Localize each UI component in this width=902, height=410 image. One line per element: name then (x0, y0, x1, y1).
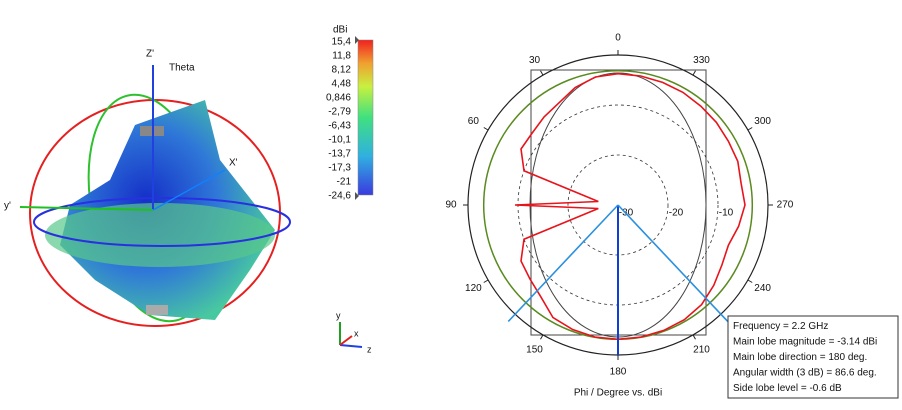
angle-tick (483, 127, 489, 131)
angle-tick-label: 30 (529, 55, 541, 66)
colorbar-label: 8,12 (332, 65, 352, 76)
info-unit: dBi (863, 336, 877, 347)
info-value: 86.6 (835, 367, 855, 378)
colorbar-label: -24,6 (328, 191, 351, 202)
info-value: -0.6 (809, 383, 827, 394)
info-line: Main lobe magnitude = -3.14 dBi (733, 336, 877, 347)
info-value: 180 (828, 352, 845, 363)
colorbar-label: -2,79 (328, 107, 351, 118)
angle-tick (692, 70, 696, 76)
angle-tick-label: 270 (777, 200, 794, 211)
colorbar-label: 0,846 (326, 93, 351, 104)
colorbar-label: -10,1 (328, 135, 351, 146)
info-line: Frequency = 2.2 GHz (733, 321, 828, 332)
angle-tick (483, 279, 489, 283)
info-unit: deg. (848, 352, 867, 363)
triad-label: y (336, 310, 341, 320)
colorbar-label: 4,48 (332, 79, 352, 90)
angle-tick-label: 60 (468, 116, 480, 127)
info-line: Main lobe direction = 180 deg. (733, 352, 867, 363)
angle-tick-label: 120 (465, 283, 482, 294)
beam-edge (617, 204, 729, 322)
info-label: Main lobe direction = (733, 352, 826, 363)
angle-tick-label: 150 (526, 344, 543, 355)
info-unit: dB (829, 383, 842, 394)
axis-triad: y x z (336, 310, 372, 354)
info-label: Angular width (3 dB) = (733, 367, 832, 378)
angle-tick-label: 0 (615, 33, 621, 44)
info-unit: deg. (857, 367, 876, 378)
colorbar: dBi 15,4 11,8 8,12 4,48 0,846 -2,79 -6,43 -10,1… (326, 25, 374, 202)
info-value: -3.14 (837, 336, 860, 347)
polar-chart: -30-20-100306090120150180210240270300330… (445, 33, 793, 399)
info-line: Side lobe level = -0.6 dB (733, 383, 842, 394)
colorbar-label: 11,8 (332, 51, 351, 62)
beam-edge (507, 204, 619, 322)
colorbar-label: -17,3 (328, 163, 351, 174)
colorbar-label: -6,43 (328, 121, 351, 132)
angle-tick-label: 90 (445, 200, 457, 211)
info-label: Side lobe level = (733, 383, 807, 394)
info-label: Main lobe magnitude = (733, 336, 835, 347)
r-tick-label: -10 (719, 208, 734, 219)
angle-tick-label: 300 (754, 116, 771, 127)
axis-label: Z' (146, 49, 154, 60)
angle-tick (747, 279, 753, 283)
axis-label: Theta (169, 63, 195, 74)
axis-label: X' (229, 158, 238, 169)
triad-label: z (367, 344, 372, 354)
angle-tick (747, 127, 753, 131)
colorbar-marker (355, 36, 359, 44)
info-label: Frequency = (733, 321, 789, 332)
angle-tick-label: 330 (693, 55, 710, 66)
info-value: 2.2 (792, 321, 806, 332)
colorbar-label: 15,4 (332, 37, 352, 48)
pattern-curve (514, 72, 746, 341)
colorbar-unit: dBi (333, 25, 347, 36)
axis-label: y' (4, 201, 11, 212)
info-line: Angular width (3 dB) = 86.6 deg. (733, 367, 877, 378)
angle-tick-label: 240 (754, 283, 771, 294)
colorbar-label: -21 (337, 177, 352, 188)
x-axis-label: Phi / Degree vs. dBi (574, 388, 662, 399)
angle-tick-label: 210 (693, 344, 710, 355)
angle-tick-label: 180 (610, 367, 627, 378)
triad-label: x (354, 328, 359, 338)
pattern-3d: Z' Theta X' y' (4, 49, 291, 327)
angle-tick (540, 70, 544, 76)
angle-tick (540, 334, 544, 340)
r-tick-label: -20 (669, 208, 684, 219)
colorbar-label: -13,7 (328, 149, 351, 160)
colorbar-marker (355, 192, 359, 200)
info-box: Frequency = 2.2 GHz Main lobe magnitude =… (727, 315, 899, 399)
angle-tick (692, 334, 696, 340)
info-unit: GHz (808, 321, 828, 332)
